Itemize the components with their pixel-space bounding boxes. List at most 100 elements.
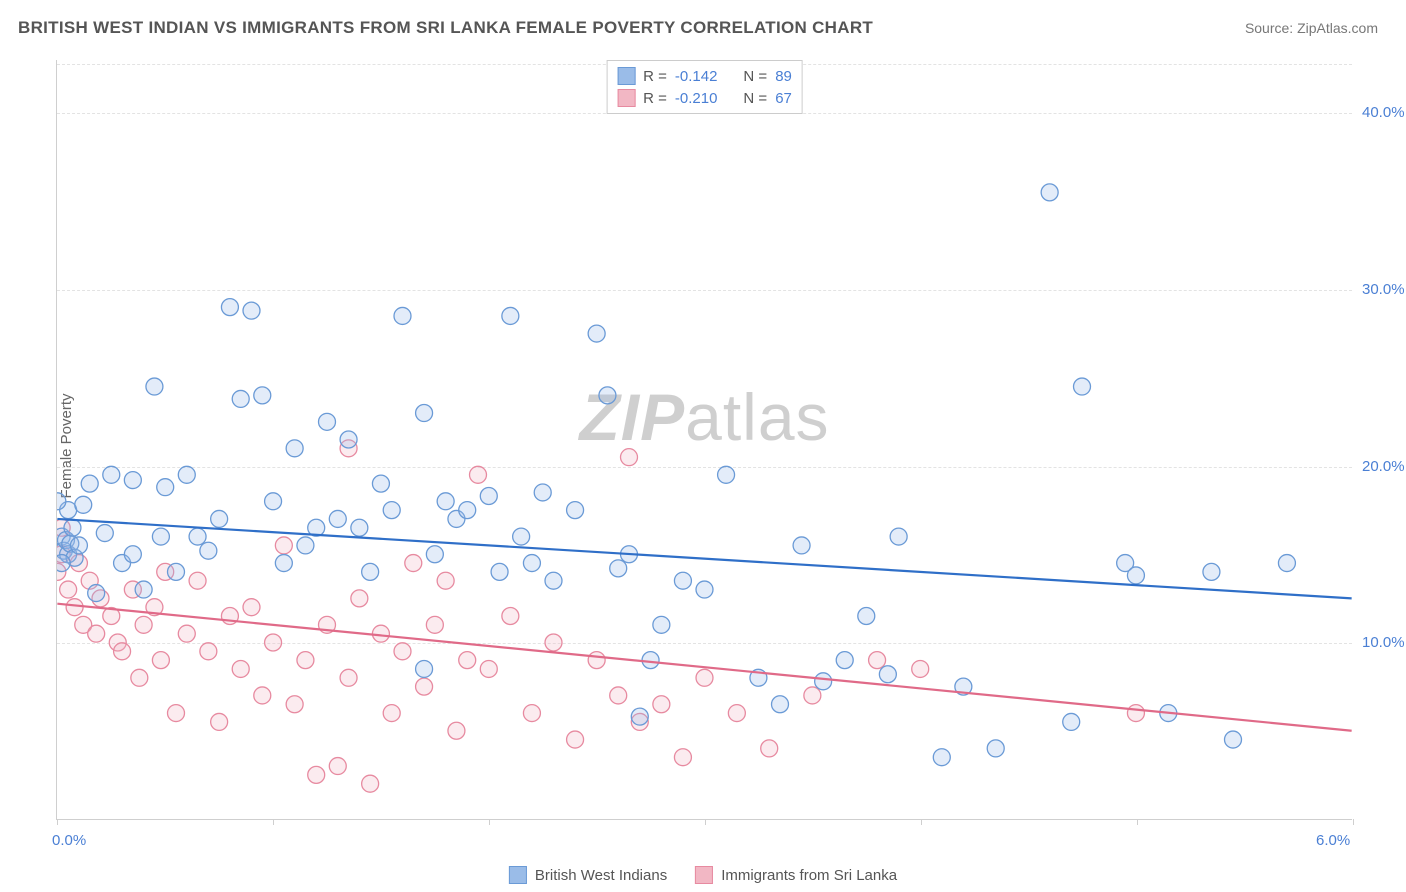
scatter-point bbox=[265, 493, 282, 510]
scatter-point bbox=[189, 528, 206, 545]
scatter-point bbox=[254, 387, 271, 404]
scatter-point bbox=[221, 299, 238, 316]
scatter-point bbox=[340, 669, 357, 686]
scatter-point bbox=[152, 652, 169, 669]
scatter-point bbox=[265, 634, 282, 651]
scatter-point bbox=[459, 502, 476, 519]
scatter-point bbox=[804, 687, 821, 704]
scatter-plot-svg bbox=[57, 60, 1352, 819]
scatter-point bbox=[178, 466, 195, 483]
scatter-point bbox=[75, 496, 92, 513]
scatter-point bbox=[383, 502, 400, 519]
scatter-point bbox=[1225, 731, 1242, 748]
legend-stats-row-1: R = -0.210 N = 67 bbox=[617, 87, 792, 109]
scatter-point bbox=[1074, 378, 1091, 395]
legend-stats-row-0: R = -0.142 N = 89 bbox=[617, 65, 792, 87]
scatter-point bbox=[502, 608, 519, 625]
scatter-point bbox=[157, 479, 174, 496]
scatter-point bbox=[696, 581, 713, 598]
scatter-point bbox=[674, 572, 691, 589]
legend-series-item-1: Immigrants from Sri Lanka bbox=[695, 866, 897, 884]
scatter-point bbox=[211, 713, 228, 730]
scatter-point bbox=[588, 652, 605, 669]
scatter-point bbox=[416, 660, 433, 677]
scatter-point bbox=[523, 705, 540, 722]
scatter-point bbox=[329, 510, 346, 527]
scatter-point bbox=[254, 687, 271, 704]
scatter-point bbox=[545, 634, 562, 651]
scatter-point bbox=[480, 660, 497, 677]
scatter-point bbox=[200, 542, 217, 559]
scatter-point bbox=[124, 472, 141, 489]
scatter-point bbox=[567, 731, 584, 748]
y-tick-label: 30.0% bbox=[1362, 281, 1405, 298]
scatter-point bbox=[243, 599, 260, 616]
legend-stats: R = -0.142 N = 89 R = -0.210 N = 67 bbox=[606, 60, 803, 114]
scatter-point bbox=[351, 590, 368, 607]
chart-plot-area: ZIPatlas R = -0.142 N = 89 R = -0.210 N … bbox=[56, 60, 1352, 820]
scatter-point bbox=[200, 643, 217, 660]
scatter-point bbox=[131, 669, 148, 686]
scatter-point bbox=[66, 599, 83, 616]
scatter-point bbox=[815, 673, 832, 690]
scatter-point bbox=[1127, 705, 1144, 722]
scatter-point bbox=[1041, 184, 1058, 201]
scatter-point bbox=[275, 555, 292, 572]
scatter-point bbox=[642, 652, 659, 669]
scatter-point bbox=[394, 307, 411, 324]
scatter-point bbox=[114, 643, 131, 660]
scatter-point bbox=[394, 643, 411, 660]
scatter-point bbox=[869, 652, 886, 669]
scatter-point bbox=[459, 652, 476, 669]
scatter-point bbox=[437, 493, 454, 510]
scatter-point bbox=[599, 387, 616, 404]
x-tick bbox=[273, 819, 274, 825]
scatter-point bbox=[81, 475, 98, 492]
scatter-point bbox=[513, 528, 530, 545]
scatter-point bbox=[653, 696, 670, 713]
scatter-point bbox=[372, 625, 389, 642]
legend-series-label-1: Immigrants from Sri Lanka bbox=[721, 867, 897, 884]
legend-swatch-blue bbox=[617, 67, 635, 85]
scatter-point bbox=[88, 585, 105, 602]
x-tick bbox=[705, 819, 706, 825]
scatter-point bbox=[696, 669, 713, 686]
scatter-point bbox=[135, 616, 152, 633]
scatter-point bbox=[761, 740, 778, 757]
legend-series-item-0: British West Indians bbox=[509, 866, 667, 884]
scatter-point bbox=[858, 608, 875, 625]
scatter-point bbox=[470, 466, 487, 483]
scatter-point bbox=[653, 616, 670, 633]
scatter-point bbox=[879, 666, 896, 683]
x-tick bbox=[1137, 819, 1138, 825]
scatter-point bbox=[297, 537, 314, 554]
scatter-point bbox=[426, 546, 443, 563]
scatter-point bbox=[674, 749, 691, 766]
chart-header: BRITISH WEST INDIAN VS IMMIGRANTS FROM S… bbox=[0, 0, 1406, 48]
scatter-point bbox=[351, 519, 368, 536]
scatter-point bbox=[308, 766, 325, 783]
scatter-point bbox=[146, 378, 163, 395]
scatter-point bbox=[405, 555, 422, 572]
scatter-point bbox=[329, 758, 346, 775]
x-tick bbox=[489, 819, 490, 825]
trend-line bbox=[57, 604, 1351, 731]
y-tick-label: 20.0% bbox=[1362, 458, 1405, 475]
scatter-point bbox=[416, 405, 433, 422]
scatter-point bbox=[168, 563, 185, 580]
x-tick bbox=[57, 819, 58, 825]
scatter-point bbox=[836, 652, 853, 669]
legend-swatch-pink bbox=[617, 89, 635, 107]
scatter-point bbox=[728, 705, 745, 722]
scatter-point bbox=[588, 325, 605, 342]
scatter-point bbox=[60, 581, 77, 598]
scatter-point bbox=[286, 440, 303, 457]
legend-series: British West Indians Immigrants from Sri… bbox=[509, 866, 897, 884]
scatter-point bbox=[1278, 555, 1295, 572]
scatter-point bbox=[286, 696, 303, 713]
scatter-point bbox=[340, 431, 357, 448]
scatter-point bbox=[1063, 713, 1080, 730]
legend-series-label-0: British West Indians bbox=[535, 867, 667, 884]
scatter-point bbox=[426, 616, 443, 633]
legend-swatch-blue-icon bbox=[509, 866, 527, 884]
